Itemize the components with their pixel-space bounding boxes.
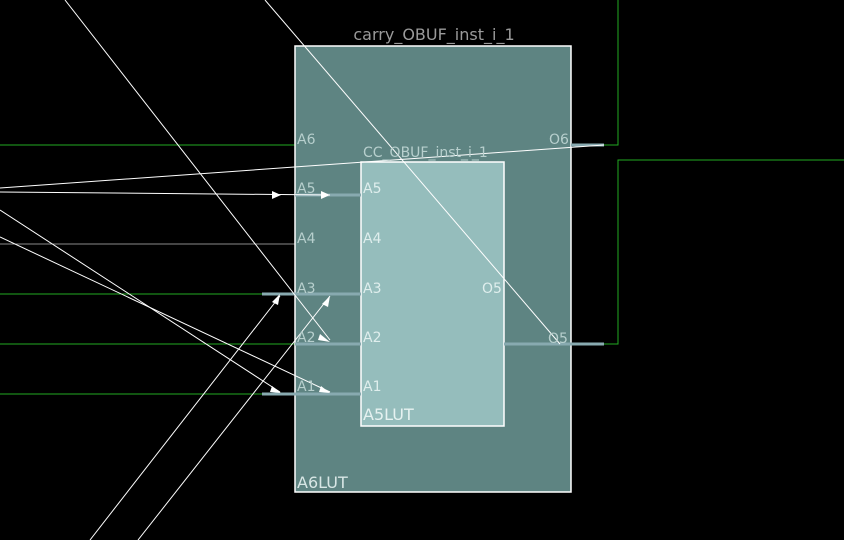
white-net-7[interactable]	[89, 295, 281, 540]
arrow-a1-outer	[270, 386, 281, 393]
outer-pin-o5: O5	[548, 331, 568, 347]
cell-title: carry_OBUF_inst_i_1	[353, 25, 514, 45]
a6lut-label: A6LUT	[297, 473, 348, 492]
outer-pin-a4: A4	[297, 231, 316, 247]
arrowheads	[270, 191, 330, 393]
outer-pin-a1: A1	[297, 379, 315, 395]
net-o6-out[interactable]	[604, 0, 619, 146]
arrow-a3-inner	[322, 296, 330, 307]
white-net-8[interactable]	[137, 295, 331, 540]
white-net-2[interactable]	[264, 0, 561, 345]
outer-pin-a6: A6	[297, 132, 316, 148]
a5lut-label: A5LUT	[363, 405, 414, 424]
outer-pin-a5: A5	[297, 181, 315, 197]
net-o5-out[interactable]	[604, 159, 844, 345]
arrow-a5-inner	[321, 191, 330, 199]
white-net-3[interactable]	[0, 144, 605, 189]
arrow-a2-inner	[318, 334, 330, 342]
outer-pin-o6: O6	[549, 132, 569, 148]
inner-pin-a3: A3	[363, 281, 381, 297]
outer-pin-a3: A3	[297, 281, 315, 297]
arrow-a5-outer	[272, 191, 281, 199]
inner-pin-a1: A1	[363, 379, 381, 395]
white-net-5[interactable]	[0, 209, 281, 393]
inner-pin-a4: A4	[363, 231, 382, 247]
selected-nets	[0, 0, 605, 540]
labels: carry_OBUF_inst_i_1 CC_OBUF_inst_i_1 A6 …	[297, 25, 569, 492]
inner-pin-o5: O5	[482, 281, 502, 297]
arrow-a3-outer	[272, 294, 280, 305]
arrow-a1-inner	[319, 386, 330, 393]
inner-pin-a5: A5	[363, 181, 381, 197]
outer-pin-a2: A2	[297, 330, 315, 346]
inner-pin-a2: A2	[363, 330, 381, 346]
inner-cell-label: CC_OBUF_inst_i_1	[363, 145, 488, 161]
white-net-1[interactable]	[64, 0, 331, 341]
